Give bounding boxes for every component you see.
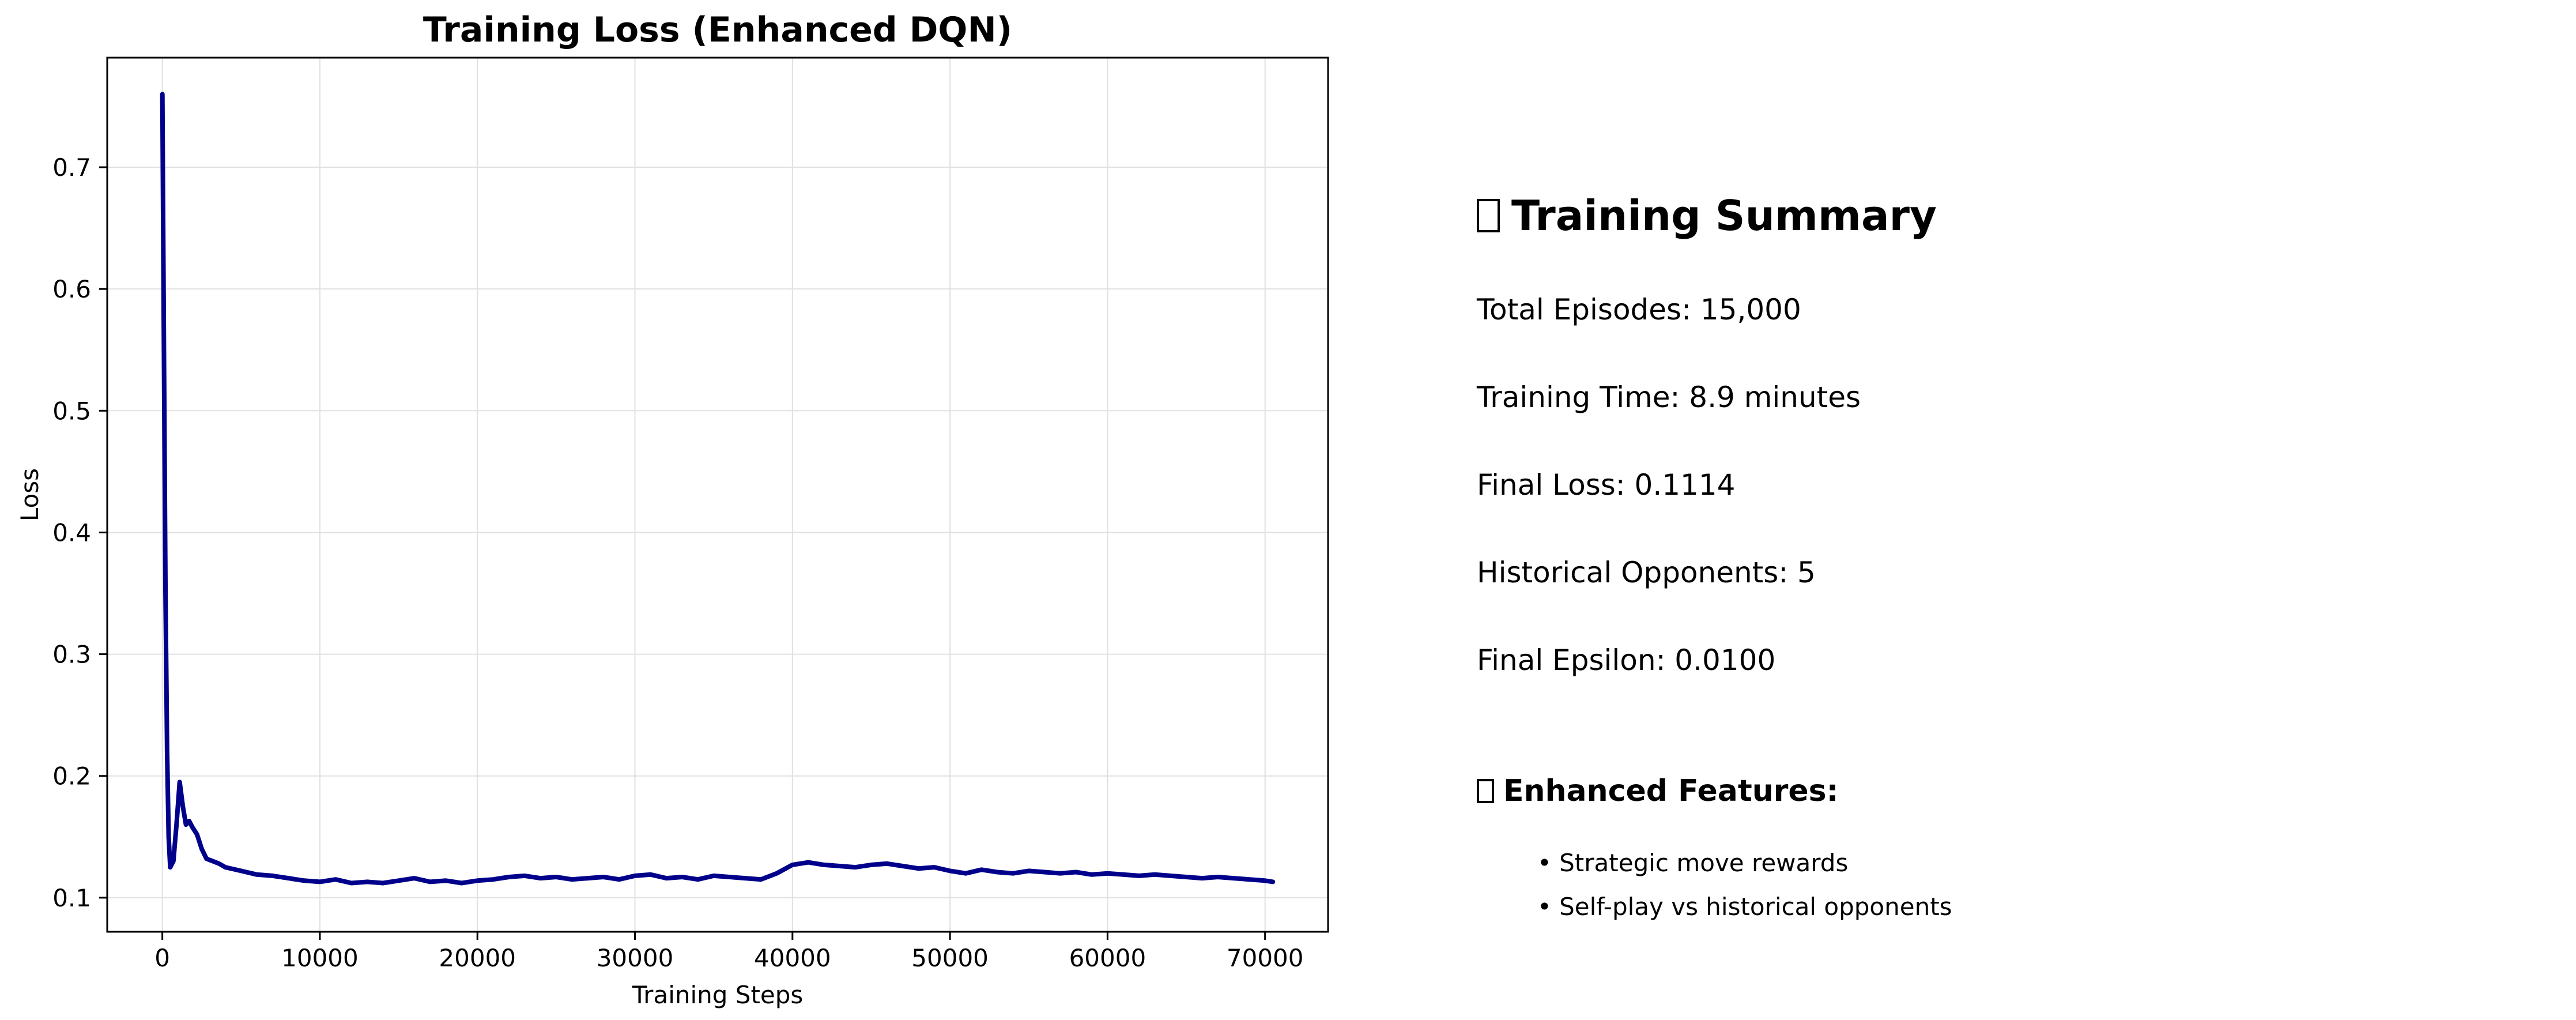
training-summary-panel: Training Summary Total Episodes: 15,000 … bbox=[1477, 0, 2560, 1020]
y-tick-label: 0.3 bbox=[52, 641, 91, 669]
final-epsilon: Final Epsilon: 0.0100 bbox=[1477, 643, 1776, 677]
features-title: Enhanced Features: bbox=[1503, 774, 1839, 808]
total-episodes: Total Episodes: 15,000 bbox=[1477, 293, 1801, 326]
axis-ticks: 0 10000 20000 30000 40000 50000 60000 70000 0.1 0… bbox=[52, 153, 1303, 972]
chart-title: Training Loss (Enhanced DQN) bbox=[423, 10, 1012, 50]
y-tick-label: 0.6 bbox=[52, 275, 91, 303]
feature-item: • Self-play vs historical opponents bbox=[1537, 893, 1952, 921]
y-tick-label: 0.2 bbox=[52, 762, 91, 791]
features-heading: Enhanced Features: bbox=[1477, 774, 1838, 808]
x-tick-label: 0 bbox=[154, 944, 170, 972]
x-tick-label: 70000 bbox=[1227, 944, 1304, 972]
x-tick-label: 20000 bbox=[439, 944, 516, 972]
x-tick-label: 10000 bbox=[281, 944, 359, 972]
training-time: Training Time: 8.9 minutes bbox=[1477, 381, 1861, 414]
y-tick-label: 0.5 bbox=[52, 397, 91, 425]
y-tick-label: 0.4 bbox=[52, 518, 91, 547]
historical-opponents: Historical Opponents: 5 bbox=[1477, 556, 1816, 589]
x-tick-label: 50000 bbox=[911, 944, 989, 972]
feature-item: • Strategic move rewards bbox=[1537, 849, 1849, 877]
chart-grid bbox=[107, 58, 1328, 932]
y-tick-label: 0.7 bbox=[52, 153, 91, 182]
loss-chart: 0 10000 20000 30000 40000 50000 60000 70000 0.1 0… bbox=[16, 10, 1329, 1009]
y-axis-label: Loss bbox=[16, 468, 44, 521]
target-emoji-icon bbox=[1477, 779, 1494, 803]
y-tick-label: 0.1 bbox=[52, 884, 91, 912]
x-tick-label: 40000 bbox=[754, 944, 831, 972]
final-loss: Final Loss: 0.1114 bbox=[1477, 468, 1736, 502]
x-tick-label: 30000 bbox=[597, 944, 674, 972]
x-axis-label: Training Steps bbox=[632, 981, 804, 1009]
plot-frame bbox=[106, 57, 1329, 933]
x-tick-label: 60000 bbox=[1069, 944, 1146, 972]
summary-title: Training Summary bbox=[1511, 191, 1937, 240]
bar-chart-emoji-icon bbox=[1477, 199, 1500, 232]
summary-heading: Training Summary bbox=[1477, 191, 1937, 240]
series-line-loss bbox=[160, 92, 1276, 886]
